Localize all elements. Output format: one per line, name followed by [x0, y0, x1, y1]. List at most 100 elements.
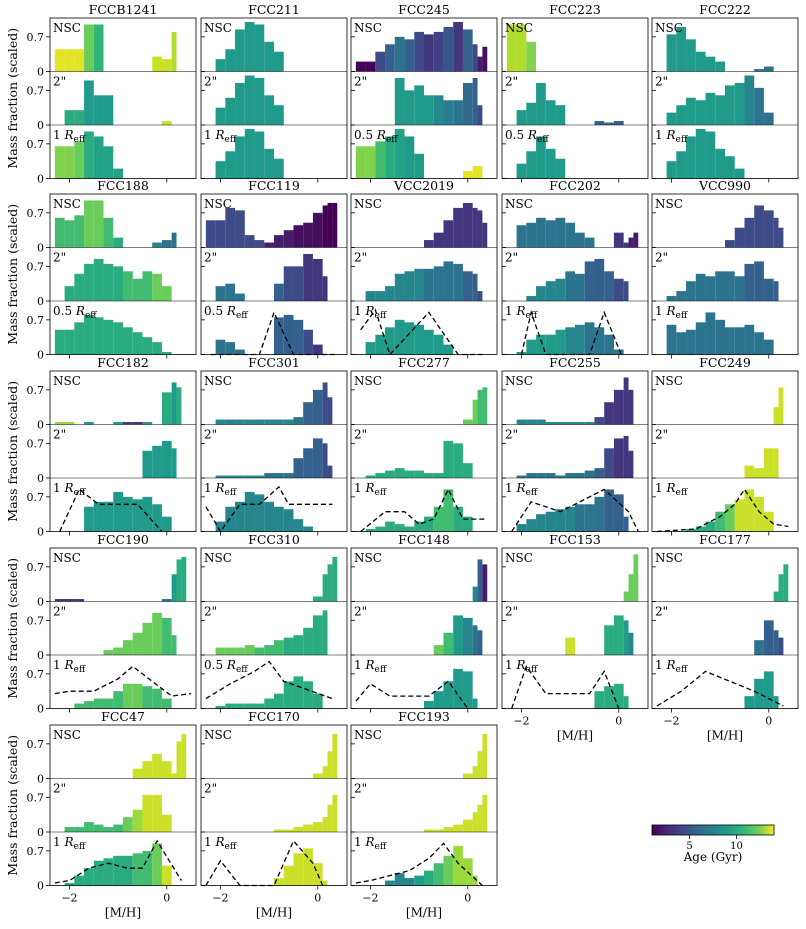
histogram-bar [254, 703, 265, 709]
axes-frame [651, 193, 799, 355]
histogram-bar [443, 344, 454, 355]
panel-label: 1 Reff [53, 835, 86, 852]
histogram-bar [132, 422, 143, 425]
panel-label: 2" [505, 428, 518, 442]
histogram-bar [666, 296, 677, 301]
histogram-bar [123, 496, 133, 532]
galaxy-title: FCC211 [248, 2, 300, 17]
histogram-bar [545, 100, 556, 125]
histogram-bar [171, 773, 177, 779]
histogram-bar [113, 824, 123, 832]
histogram-bar [93, 258, 104, 301]
histogram-bar [332, 794, 338, 832]
y-tick-label: 0.7 [27, 437, 45, 450]
histogram-bar [594, 417, 605, 425]
x-tick-label: −2 [212, 892, 228, 905]
histogram-bar [433, 691, 444, 709]
histogram-bar [303, 253, 313, 301]
histogram-bar [235, 210, 245, 248]
histogram-bar [555, 217, 566, 248]
histogram-bar [365, 342, 376, 355]
histogram-bar [695, 51, 706, 72]
histogram-bar [123, 855, 133, 886]
histogram-bar [312, 822, 323, 832]
histogram-bar [414, 31, 424, 72]
histogram-bar [132, 332, 143, 355]
histogram-bar [744, 75, 755, 125]
galaxy-fcc222: FCC222 NSC 2" 1 Reff [651, 2, 799, 183]
histogram-bar [778, 637, 784, 655]
histogram-bar [293, 519, 304, 532]
histogram-bar [152, 688, 162, 709]
histogram-bar [274, 283, 284, 301]
histogram-bar [462, 671, 473, 709]
panel-label: 2" [655, 251, 668, 265]
histogram-bar [64, 49, 75, 72]
galaxy-fcc245: FCC245 NSC 2" 0.5 Reff [350, 2, 498, 183]
histogram-bar [244, 22, 255, 72]
panel-label: 0.5 Reff [204, 658, 248, 675]
x-tick-label: 0 [464, 892, 471, 905]
histogram-panel: 1 Reff [351, 831, 497, 886]
histogram-bar [414, 268, 424, 301]
histogram-panel: NSC [351, 551, 488, 602]
histogram-panel: 2" 0 0.7 [27, 247, 196, 308]
histogram-bar [264, 419, 274, 425]
axes-frame [49, 193, 197, 355]
histogram-bar [744, 217, 755, 248]
histogram-bar [565, 473, 575, 478]
histogram-bar [536, 217, 546, 248]
panel-label: NSC [204, 374, 232, 388]
panel-label: NSC [204, 197, 232, 211]
histogram-bar [84, 868, 94, 886]
histogram-bar [235, 501, 245, 532]
histogram-bar [123, 817, 133, 832]
histogram-bar [303, 402, 313, 425]
histogram-bar [555, 475, 566, 478]
histogram-bar [142, 686, 153, 709]
galaxy-fcc182: FCC182 NSC 0 0.7 2" 0 0.7 1 Reff 0 0.7 [27, 355, 197, 539]
histogram-bar [472, 698, 478, 709]
histogram-bar [424, 870, 434, 886]
histogram-panel: 0.5 Reff [351, 124, 497, 179]
y-tick-label: 0.7 [27, 561, 45, 574]
histogram-bar [763, 448, 774, 478]
histogram-bar [293, 676, 304, 709]
histogram-bar [623, 591, 629, 602]
histogram-bar [472, 166, 478, 179]
histogram-bar [477, 166, 483, 179]
panel-label: 0.5 Reff [53, 304, 97, 321]
y-axis-label: Mass fraction (scaled) [5, 381, 20, 522]
panel-label: 2" [53, 75, 66, 89]
histogram-bar [754, 261, 764, 301]
histogram-bar [433, 829, 444, 832]
galaxy-fcc255: FCC255 NSC 2" 1 Reff [501, 355, 649, 536]
histogram-bar [215, 286, 226, 301]
histogram-bar [565, 327, 575, 355]
galaxy-title: FCC182 [97, 355, 149, 370]
histogram-panel: 1 Reff [201, 831, 347, 887]
panel-label: 2" [204, 428, 217, 442]
histogram-bar [312, 596, 323, 602]
histogram-bar [414, 875, 424, 886]
histogram-bar [763, 278, 774, 301]
histogram-panel: 0.5 Reff 0 0.7 [27, 300, 196, 362]
histogram-bar [225, 49, 236, 72]
histogram-bar [274, 506, 284, 532]
histogram-bar [103, 217, 114, 248]
histogram-bar [132, 853, 143, 886]
histogram-bar [414, 470, 424, 478]
histogram-bar [477, 389, 483, 425]
histogram-bar [404, 878, 415, 886]
y-tick-label: 0 [37, 472, 44, 485]
histogram-bar [142, 271, 153, 301]
histogram-panel: 1 Reff 0 0.7 [27, 477, 196, 539]
dashed-profile-line [511, 665, 620, 709]
histogram-bar [433, 334, 444, 355]
dashed-profile-line [54, 665, 192, 697]
panel-label: 2" [204, 251, 217, 265]
histogram-bar [584, 504, 595, 532]
histogram-bar [477, 210, 483, 248]
histogram-bar [734, 327, 745, 355]
galaxy-title: FCC148 [398, 532, 450, 547]
